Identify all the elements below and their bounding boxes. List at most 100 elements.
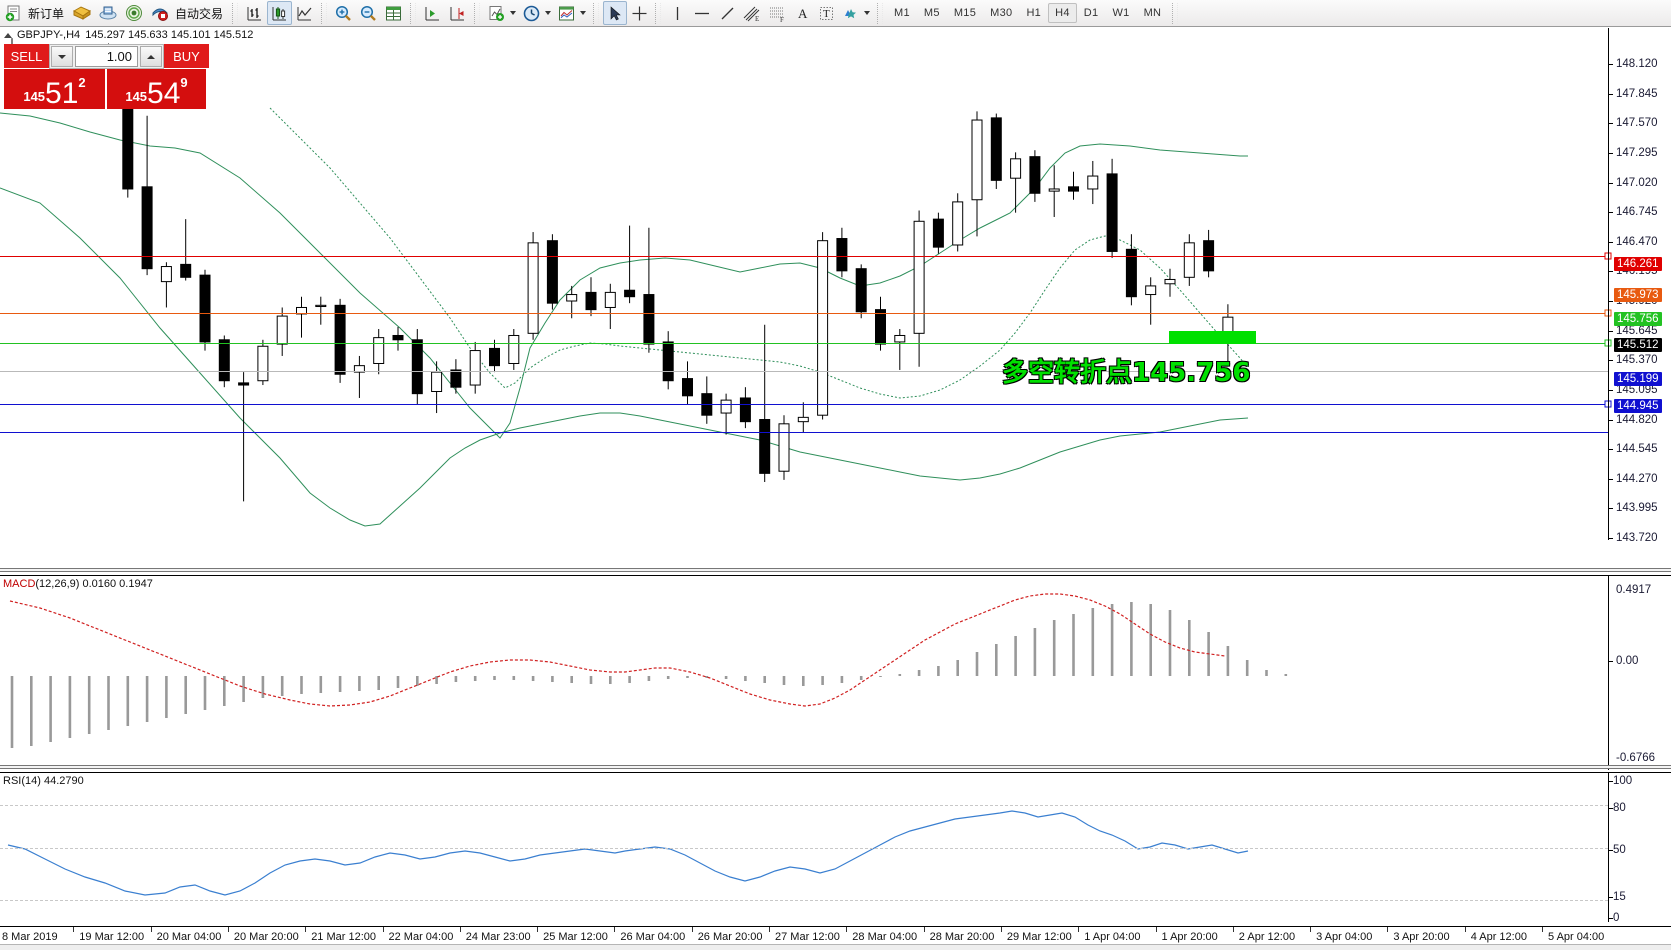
rsi-pane[interactable]: RSI(14) 44.2790 100 80 50 15 0 [0,772,1671,924]
equidistant-channel-button[interactable]: E [739,1,765,25]
time-axis-label: 19 Mar 12:00 [79,931,145,943]
time-axis-tick [1387,927,1389,932]
new-order-button[interactable]: 新订单 [2,1,69,25]
candle-body [218,339,230,382]
timeframe-d1[interactable]: D1 [1083,7,1099,19]
volume-input[interactable]: 1.00 [75,46,138,67]
price-level-line-146261[interactable] [0,256,1608,257]
bar-chart-button[interactable] [242,1,267,25]
sell-price-button[interactable]: 145 51 2 [4,69,105,109]
price-level-label-145973[interactable]: 145.973 [1614,288,1662,303]
buy-button[interactable]: BUY [164,44,209,69]
pane-divider-rsi[interactable] [0,765,1671,769]
auto-scroll-icon [425,6,440,20]
volume-control[interactable]: 1.00 [49,44,164,69]
shapes-button[interactable] [838,1,873,25]
svg-text:A: A [798,6,808,21]
chevron-down-icon[interactable] [510,11,517,15]
text-label-icon: A [798,6,808,21]
chevron-down-icon[interactable] [580,11,587,15]
chart-annotation-label[interactable]: 多空转折点145.756 [1002,358,1251,388]
horizontal-line-icon [695,12,710,14]
text-button[interactable]: T [814,1,838,25]
volume-increment-button[interactable] [140,46,162,67]
zoom-out-icon [360,5,376,21]
vertical-line-button[interactable] [665,1,689,25]
line-chart-button[interactable] [292,1,317,25]
timeframe-h1[interactable]: H1 [1026,7,1042,19]
rsi-canvas[interactable] [0,773,1671,922]
trendline-button[interactable] [715,1,739,25]
buy-price-button[interactable]: 145 54 9 [105,69,206,109]
time-axis-tick [614,927,616,932]
price-axis-label: 144.545 [1616,443,1658,456]
price-level-label-145512[interactable]: 145.512 [1614,337,1662,352]
zoom-in-button[interactable] [331,1,356,25]
price-level-line-145199[interactable] [0,404,1608,405]
chevron-up-icon [147,54,155,59]
price-level-line-145756[interactable] [0,343,1608,344]
candle-body [1106,173,1118,252]
candle-body [1183,242,1195,278]
price-axis-label: 145.645 [1616,324,1658,337]
rsi-indicator-label: RSI(14) 44.2790 [3,775,84,787]
candle-body [990,117,1002,181]
auto-scroll-button[interactable] [420,1,445,25]
timeframe-m1[interactable]: M1 [894,7,910,19]
text-label-button[interactable]: A [790,1,814,25]
highlight-rectangle[interactable] [1169,331,1256,344]
horizontal-line-button[interactable] [689,1,715,25]
data-center-button[interactable] [95,1,121,25]
price-level-label-145199[interactable]: 145.199 [1614,371,1662,386]
main-chart-pane[interactable]: 多空转折点145.756 148.120 147.845 147.570 147.29… [0,28,1671,544]
crosshair-icon [632,6,647,20]
macd-pane[interactable]: MACD(12,26,9) 0.0160 0.1947 0.4917 0.00 -0… [0,575,1671,770]
templates-button[interactable] [554,1,589,25]
price-level-label-144945[interactable]: 144.945 [1614,399,1662,414]
expert-advisors-button[interactable] [69,1,95,25]
timeframe-mn[interactable]: MN [1143,7,1162,19]
signals-button[interactable] [121,1,147,25]
pane-divider-macd[interactable] [0,568,1671,572]
collapse-triangle-icon[interactable] [4,32,12,38]
data-window-button[interactable] [381,1,406,25]
period-button[interactable] [519,1,554,25]
price-level-line-145973[interactable] [0,313,1608,314]
price-level-label-145756[interactable]: 145.756 [1614,311,1662,326]
candle-body [508,334,520,364]
candlestick-plot [0,38,1249,527]
timeframe-m30[interactable]: M30 [990,7,1013,19]
new-order-label: 新订单 [28,6,65,21]
candle-body [489,347,500,367]
price-axis-tick [1609,212,1613,214]
main-chart-canvas[interactable]: 多空转折点145.756 [0,28,1671,540]
autotrade-button[interactable]: 自动交易 [147,1,228,25]
price-level-label-146261[interactable]: 146.261 [1614,257,1662,272]
crosshair-button[interactable] [627,1,651,25]
timeframe-m5[interactable]: M5 [923,7,940,19]
toolbar-separator [1172,2,1179,24]
price-level-line-144945[interactable] [0,432,1608,433]
timeframe-h4[interactable]: H4 [1048,3,1077,23]
chevron-down-icon[interactable] [545,11,552,15]
cursor-button[interactable] [603,1,628,25]
sell-button[interactable]: SELL [4,44,49,69]
candlestick-chart-button[interactable] [267,1,293,25]
bollinger-middle-band [269,107,1249,399]
new-chart-button[interactable] [484,1,519,25]
time-axis-label: 2 Apr 12:00 [1238,931,1296,943]
chevron-down-icon[interactable] [864,11,871,15]
candle-body [1010,158,1022,179]
macd-signal-line [9,593,1226,707]
chart-shift-button[interactable] [445,1,470,25]
volume-decrement-button[interactable] [51,46,73,67]
candle-body [759,419,771,474]
rsi-axis-tick [1609,849,1613,851]
one-click-trading-panel[interactable]: SELL 1.00 BUY 145 51 2 145 54 9 [4,44,209,109]
fibonacci-button[interactable]: F [765,1,790,25]
zoom-out-button[interactable] [356,1,381,25]
candle-body [373,337,385,364]
macd-canvas[interactable] [0,576,1671,770]
timeframe-m15[interactable]: M15 [953,7,977,19]
timeframe-w1[interactable]: W1 [1112,7,1130,19]
